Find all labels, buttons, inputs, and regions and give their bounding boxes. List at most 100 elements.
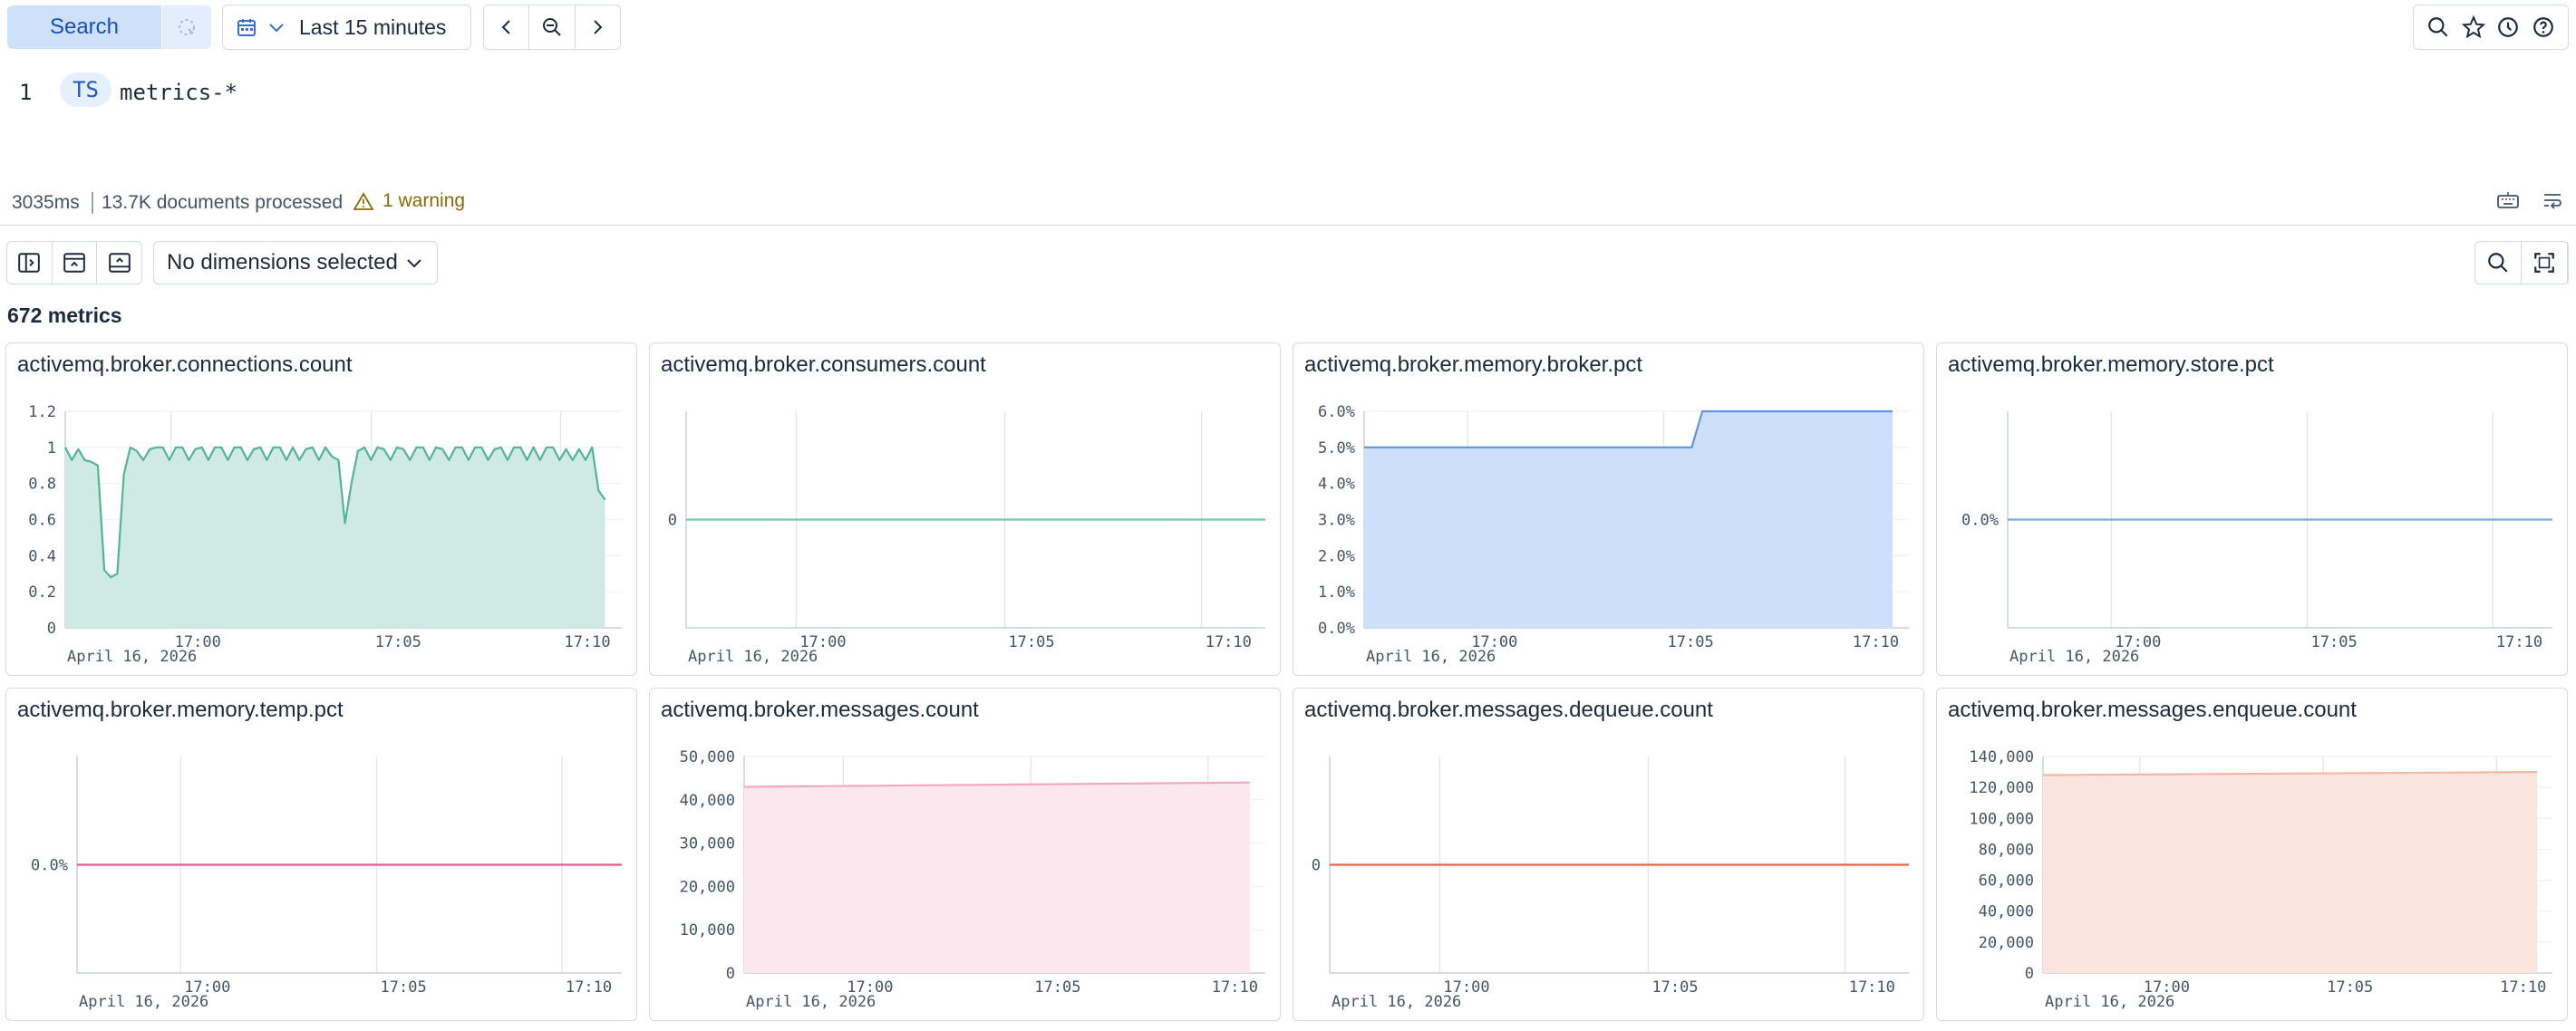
metric-panel[interactable]: activemq.broker.messages.enqueue.count 17… bbox=[1936, 688, 2568, 1021]
help-icon[interactable] bbox=[2532, 15, 2555, 39]
y-tick-label: 0.8 bbox=[28, 476, 56, 494]
query-keyword: TS bbox=[60, 72, 111, 107]
header-tools bbox=[2413, 5, 2569, 50]
series-line bbox=[1364, 410, 1893, 448]
fullscreen-icon bbox=[2534, 253, 2554, 273]
star-icon[interactable] bbox=[2461, 15, 2485, 39]
x-tick-label: 17:05 bbox=[1034, 978, 1080, 997]
fullscreen-button[interactable] bbox=[2522, 242, 2568, 284]
y-tick-label: 50,000 bbox=[680, 748, 735, 766]
x-tick-label: 17:05 bbox=[2311, 633, 2358, 651]
metric-panel[interactable]: activemq.broker.memory.broker.pct 17:00 17… bbox=[1293, 342, 1924, 676]
next-time-button[interactable] bbox=[576, 5, 620, 49]
date-label: April 16, 2026 bbox=[688, 648, 818, 666]
metric-panel-title: activemq.broker.memory.store.pct bbox=[1948, 352, 2274, 377]
metric-panel[interactable]: activemq.broker.consumers.count 17:00 17:0… bbox=[649, 342, 1281, 676]
toggle-sidebar-button[interactable] bbox=[7, 242, 53, 284]
date-label: April 16, 2026 bbox=[1366, 648, 1496, 666]
series-area bbox=[1364, 411, 1893, 628]
quick-select-button[interactable] bbox=[223, 5, 299, 49]
series-line bbox=[64, 446, 606, 579]
search-metrics-button[interactable] bbox=[2475, 242, 2522, 284]
y-tick-label: 1.2 bbox=[28, 403, 56, 421]
y-tick-label: 0 bbox=[47, 620, 56, 638]
date-range-label[interactable]: Last 15 minutes bbox=[299, 14, 447, 39]
y-tick-label: 20,000 bbox=[680, 878, 735, 896]
query-duration: 3035ms bbox=[12, 192, 80, 213]
y-tick-label: 0.0% bbox=[1318, 620, 1355, 638]
warning-icon bbox=[353, 192, 373, 210]
y-tick-label: 0.6 bbox=[28, 512, 56, 530]
collapse-editor-button[interactable] bbox=[53, 242, 98, 284]
x-tick-label: 17:00 bbox=[1471, 633, 1517, 651]
calendar-icon bbox=[237, 19, 256, 36]
dimensions-select-label: No dimensions selected bbox=[167, 250, 398, 275]
metric-panel[interactable]: activemq.broker.memory.temp.pct 17:00 17:0… bbox=[5, 688, 637, 1021]
query-editor[interactable]: 1 TS metrics-* bbox=[0, 69, 2576, 187]
x-tick-label: 17:05 bbox=[1008, 633, 1054, 651]
collapse-panel-button[interactable] bbox=[97, 242, 141, 284]
background-search-button[interactable] bbox=[161, 5, 211, 49]
x-tick-label: 17:00 bbox=[2115, 633, 2161, 651]
zoom-out-icon bbox=[542, 18, 561, 36]
metric-panel-title: activemq.broker.messages.dequeue.count bbox=[1304, 698, 1713, 722]
panel-top-icon bbox=[63, 253, 85, 273]
x-tick-label: 17:00 bbox=[799, 633, 846, 651]
y-tick-label: 1.0% bbox=[1318, 583, 1355, 602]
zoom-out-button[interactable] bbox=[529, 5, 576, 49]
date-label: April 16, 2026 bbox=[67, 648, 197, 666]
y-tick-label: 3.0% bbox=[1318, 512, 1355, 530]
series-line bbox=[743, 781, 1250, 788]
x-tick-label: 17:00 bbox=[184, 978, 230, 997]
x-tick-label: 17:10 bbox=[1206, 633, 1252, 651]
y-tick-label: 5.0% bbox=[1318, 439, 1355, 458]
y-tick-label: 40,000 bbox=[680, 792, 735, 810]
previous-time-button[interactable] bbox=[484, 5, 530, 49]
series-line bbox=[2042, 771, 2538, 776]
dimensions-select[interactable]: No dimensions selected bbox=[153, 241, 438, 284]
metrics-actions bbox=[2474, 241, 2569, 284]
metric-panel[interactable]: activemq.broker.messages.count 17:00 17:05… bbox=[649, 688, 1281, 1021]
search-button[interactable]: Search bbox=[7, 5, 161, 49]
search-icon[interactable] bbox=[2426, 15, 2450, 39]
metric-chart: 17:00 17:05 17:10 0 20,000 40,000 60,000 80,000… bbox=[1969, 748, 2552, 1011]
x-tick-label: 17:10 bbox=[1853, 633, 1899, 651]
history-icon[interactable] bbox=[2496, 15, 2520, 39]
series-area bbox=[65, 447, 605, 628]
keyboard-icon[interactable] bbox=[2496, 190, 2520, 212]
x-tick-label: 17:10 bbox=[2500, 978, 2546, 997]
date-label: April 16, 2026 bbox=[2045, 993, 2174, 1011]
x-tick-label: 17:10 bbox=[1212, 978, 1258, 997]
loading-icon bbox=[179, 19, 195, 35]
metrics-toolbar: No dimensions selected bbox=[0, 237, 2576, 288]
metric-chart: 17:00 17:05 17:10 0.0% 1.0% 2.0% 3.0% 4.0% 5.0% 6… bbox=[1318, 403, 1909, 666]
y-tick-label: 140,000 bbox=[1969, 748, 2034, 766]
date-label: April 16, 2026 bbox=[1332, 993, 1461, 1011]
chevron-left-icon bbox=[501, 20, 510, 34]
y-tick-label: 10,000 bbox=[680, 921, 735, 939]
y-tick-label: 60,000 bbox=[1979, 872, 2034, 891]
y-tick-label: 30,000 bbox=[680, 835, 735, 853]
date-picker: Last 15 minutes bbox=[222, 5, 471, 50]
series-area bbox=[2043, 772, 2538, 973]
x-tick-label: 17:00 bbox=[2144, 978, 2190, 997]
y-tick-label: 4.0% bbox=[1318, 476, 1355, 494]
y-tick-label: 0.2 bbox=[28, 583, 56, 602]
top-toolbar: Search Last 15 minutes bbox=[0, 0, 2576, 56]
x-tick-label: 17:10 bbox=[566, 978, 612, 997]
metric-panel-title: activemq.broker.consumers.count bbox=[661, 352, 986, 377]
warning-label: 1 warning bbox=[383, 190, 466, 211]
metric-panel[interactable]: activemq.broker.messages.dequeue.count 17… bbox=[1293, 688, 1924, 1021]
x-tick-label: 17:05 bbox=[375, 633, 421, 651]
chevron-right-icon bbox=[594, 20, 603, 34]
metric-panel[interactable]: activemq.broker.memory.store.pct 17:00 17:… bbox=[1936, 342, 2568, 676]
word-wrap-icon[interactable] bbox=[2542, 190, 2563, 212]
metric-chart: 17:00 17:05 17:10 0.0% April 16, 2026 bbox=[31, 756, 622, 1011]
x-tick-label: 17:05 bbox=[1668, 633, 1714, 651]
date-label: April 16, 2026 bbox=[79, 993, 208, 1011]
y-tick-label: 0 bbox=[726, 965, 735, 983]
query-text[interactable]: metrics-* bbox=[120, 80, 238, 105]
metric-panel[interactable]: activemq.broker.connections.count 17:00 17… bbox=[5, 342, 637, 676]
warning-indicator[interactable]: 1 warning bbox=[353, 190, 465, 212]
y-tick-label: 0.0% bbox=[31, 857, 68, 875]
